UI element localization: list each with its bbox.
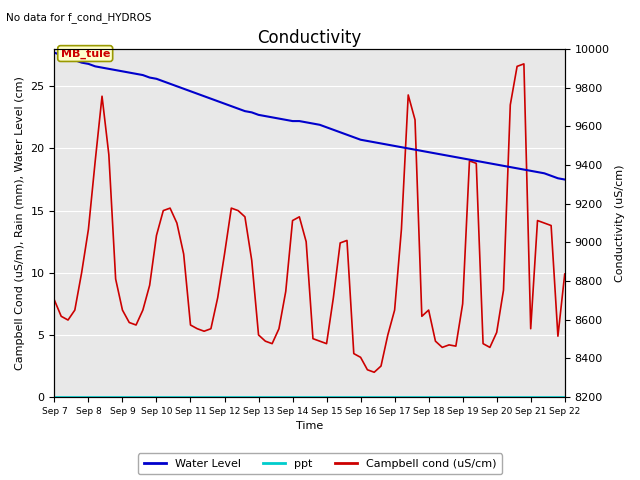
Title: Conductivity: Conductivity [257, 29, 362, 48]
Y-axis label: Conductivity (uS/cm): Conductivity (uS/cm) [615, 164, 625, 282]
Y-axis label: Campbell Cond (uS/m), Rain (mm), Water Level (cm): Campbell Cond (uS/m), Rain (mm), Water L… [15, 76, 25, 370]
Text: No data for f_cond_HYDROS: No data for f_cond_HYDROS [6, 12, 152, 23]
Text: MB_tule: MB_tule [61, 48, 110, 59]
Legend: Water Level, ppt, Campbell cond (uS/cm): Water Level, ppt, Campbell cond (uS/cm) [138, 453, 502, 474]
X-axis label: Time: Time [296, 421, 323, 432]
